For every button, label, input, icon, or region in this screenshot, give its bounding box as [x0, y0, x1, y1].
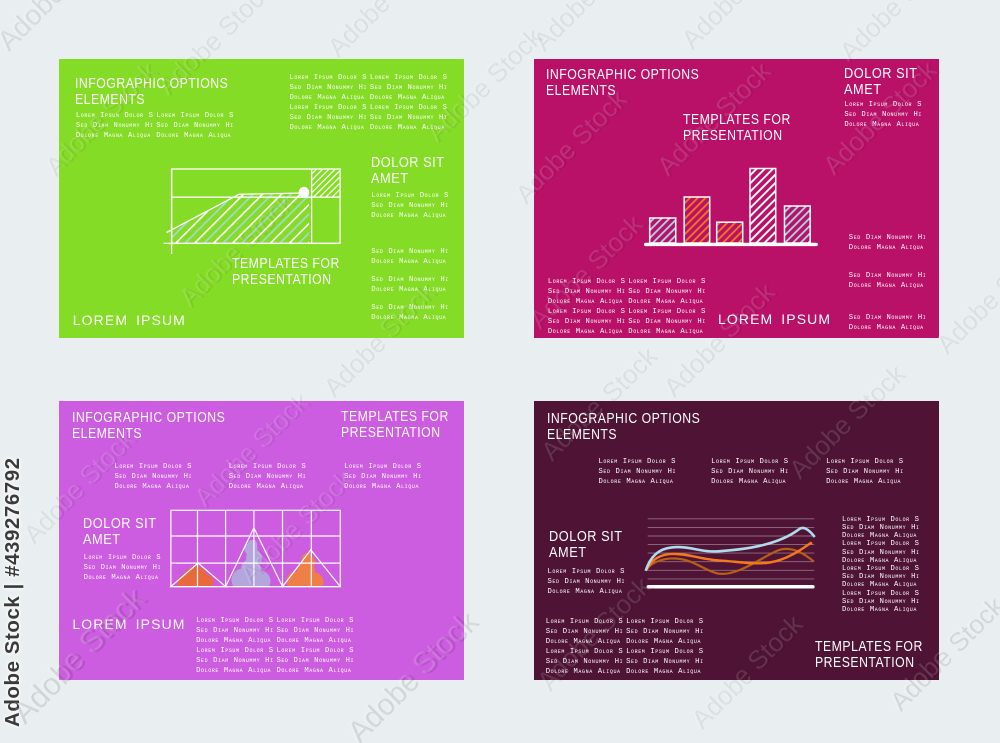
svg-text:Adobe Stock: Adobe Stock [831, 0, 957, 66]
svg-text:Adobe Stock: Adobe Stock [930, 233, 1000, 359]
svg-text:Adobe Stock: Adobe Stock [321, 0, 447, 62]
svg-text:Adobe Stock: Adobe Stock [675, 0, 801, 54]
svg-text:Adobe Stock: Adobe Stock [673, 0, 799, 54]
svg-text:Adobe Stock: Adobe Stock [527, 0, 653, 56]
svg-text:Adobe Stock: Adobe Stock [525, 0, 651, 56]
svg-text:Adobe Stock: Adobe Stock [0, 0, 126, 56]
svg-text:Adobe Stock: Adobe Stock [319, 0, 445, 62]
svg-text:Adobe Stock: Adobe Stock [833, 0, 959, 66]
svg-text:Adobe Stock: Adobe Stock [0, 0, 123, 56]
